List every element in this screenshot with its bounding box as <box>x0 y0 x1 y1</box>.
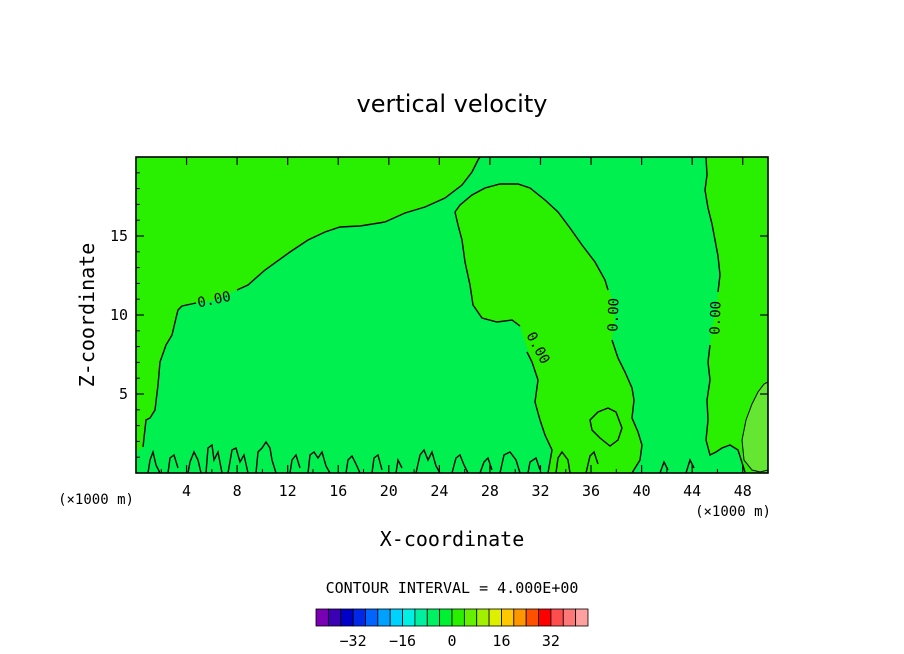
colorbar-swatch <box>488 608 502 627</box>
colorbar-swatch <box>327 608 342 627</box>
colorbar-swatch <box>550 608 564 627</box>
colorbar-swatch <box>315 608 329 627</box>
colorbar-swatch <box>340 608 354 627</box>
colorbar-tick-label: −16 <box>389 632 416 650</box>
colorbar-swatch <box>451 608 465 627</box>
y-axis-label: Z-coordinate <box>75 243 99 388</box>
x-tick-label: 28 <box>481 482 499 500</box>
colorbar-swatch <box>538 608 552 627</box>
colorbar-swatch <box>476 608 490 627</box>
contour-interval-text: CONTOUR INTERVAL = 4.000E+00 <box>326 579 579 597</box>
x-tick-label: 4 <box>182 482 191 500</box>
contour-label: 0.00 <box>707 301 724 335</box>
colorbar-swatch <box>562 608 577 627</box>
colorbar-ticks: −32 −16 0 16 32 <box>340 632 560 650</box>
colorbar-swatch <box>389 608 403 627</box>
x-tick-label: 40 <box>633 482 651 500</box>
x-axis-ticks: 4 8 12 16 20 24 28 32 36 40 44 48 <box>160 157 752 500</box>
x-axis-label: X-coordinate <box>380 527 525 551</box>
colorbar-swatch <box>352 608 366 627</box>
x-tick-label: 48 <box>734 482 752 500</box>
colorbar-swatch <box>426 608 441 627</box>
plot-area: 0.00 0.00 0.00 0.00 <box>135 156 769 474</box>
contour-label: 0.00 <box>196 289 232 312</box>
colorbar-tick-label: 16 <box>492 632 510 650</box>
colorbar-swatch <box>501 608 515 627</box>
x-tick-label: 16 <box>329 482 347 500</box>
colorbar-swatch <box>513 608 527 627</box>
x-tick-label: 20 <box>380 482 398 500</box>
colorbar-swatch <box>414 608 428 627</box>
chart-title: vertical velocity <box>357 90 548 118</box>
x-tick-label: 32 <box>531 482 549 500</box>
x-tick-label: 36 <box>582 482 600 500</box>
x-unit-label-left: (×1000 m) <box>58 492 134 508</box>
x-tick-label: 12 <box>279 482 297 500</box>
contour-label: 0.00 <box>605 298 622 332</box>
y-axis-ticks: 5 10 15 <box>110 172 768 458</box>
colorbar-swatch <box>463 608 478 627</box>
x-tick-label: 44 <box>683 482 701 500</box>
colorbar-swatch <box>402 608 416 627</box>
y-tick-label: 5 <box>119 385 128 403</box>
x-unit-label-right: (×1000 m) <box>695 504 771 520</box>
colorbar-swatch <box>575 608 589 627</box>
y-tick-label: 10 <box>110 306 128 324</box>
colorbar <box>315 608 589 627</box>
colorbar-tick-label: 0 <box>447 632 456 650</box>
y-tick-label: 15 <box>110 227 128 245</box>
negative-region <box>136 157 768 473</box>
colorbar-tick-label: −32 <box>340 632 367 650</box>
weak-positive-region <box>741 381 769 473</box>
colorbar-tick-label: 32 <box>542 632 560 650</box>
colorbar-swatch <box>525 608 539 627</box>
colorbar-swatch <box>365 608 379 627</box>
contour-lines <box>142 156 746 474</box>
x-tick-label: 24 <box>430 482 448 500</box>
colorbar-swatch <box>377 608 391 627</box>
colorbar-swatch <box>439 608 453 627</box>
x-tick-label: 8 <box>233 482 242 500</box>
